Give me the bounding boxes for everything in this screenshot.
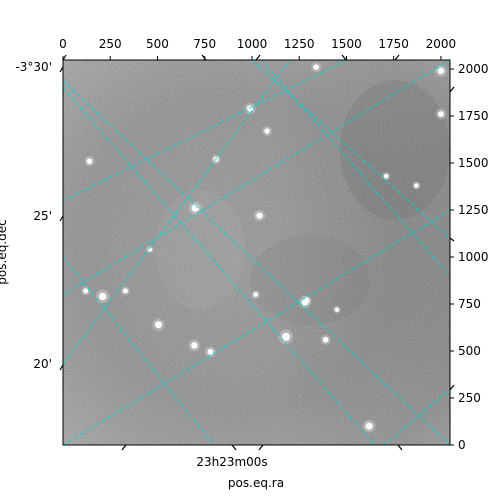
top-tick-label: 1000 xyxy=(237,37,268,51)
right-tick-label: 500 xyxy=(458,344,481,358)
star xyxy=(207,348,214,355)
star xyxy=(86,158,93,164)
top-tick-label: 1750 xyxy=(378,37,409,51)
wcs-tick xyxy=(255,54,261,61)
top-tick-label: 1250 xyxy=(284,37,315,51)
star xyxy=(414,183,419,188)
wcs-tick xyxy=(59,215,64,222)
wcs-grid-line-ra xyxy=(261,60,450,277)
image-noise xyxy=(63,60,450,445)
top-tick-label: 500 xyxy=(146,37,169,51)
star xyxy=(122,288,128,294)
wcs-grid-line-dec xyxy=(383,388,450,445)
star xyxy=(191,342,198,349)
star xyxy=(334,307,340,312)
top-tick-label: 2000 xyxy=(426,37,457,51)
dec-tick-label: 25' xyxy=(33,209,52,223)
star xyxy=(313,64,320,70)
star xyxy=(365,422,373,430)
wcs-tick xyxy=(449,384,455,391)
wcs-tick xyxy=(258,444,264,451)
wcs-tick xyxy=(449,237,455,242)
wcs-tick xyxy=(394,54,400,61)
star xyxy=(264,128,270,134)
wcs-tick xyxy=(62,54,67,61)
wcs-grid-line-dec xyxy=(63,60,347,202)
top-tick-label: 0 xyxy=(59,37,67,51)
wcs-grid-line-dec xyxy=(63,209,450,445)
top-tick-label: 1500 xyxy=(331,37,362,51)
wcs-grid-line-ra xyxy=(63,256,215,445)
star xyxy=(253,292,259,297)
wcs-tick xyxy=(449,86,455,93)
star xyxy=(322,336,329,343)
star xyxy=(383,173,389,179)
wcs-grid-line-dec xyxy=(63,79,450,445)
ra-tick-label: 23h23m00s xyxy=(196,455,267,469)
wcs-tick xyxy=(341,54,347,61)
right-tick-label: 1250 xyxy=(458,203,489,217)
wcs-tick xyxy=(59,364,64,371)
wcs-tick xyxy=(121,444,127,451)
wcs-grid-layer xyxy=(63,60,450,445)
right-tick-label: 1000 xyxy=(458,250,489,264)
star xyxy=(98,292,107,301)
wcs-grid-line-ra xyxy=(63,60,450,296)
ticks-layer: 0 250 500 750 1000 1250 1500 1750 2000 0 250 500 750… xyxy=(59,37,488,452)
top-tick-label: 250 xyxy=(99,37,122,51)
right-tick-label: 0 xyxy=(458,438,466,452)
wcs-tick xyxy=(231,444,237,451)
dec-tick-label: 20' xyxy=(33,357,52,371)
star xyxy=(154,321,162,329)
image-plot-area xyxy=(63,60,450,445)
wcs-tick xyxy=(397,444,403,451)
wcs-grid-line-ra xyxy=(63,87,376,445)
right-tick-label: 2000 xyxy=(458,62,489,76)
right-tick-label: 750 xyxy=(458,297,481,311)
x-axis-title: pos.eq.ra xyxy=(228,476,284,490)
right-tick-label: 250 xyxy=(458,391,481,405)
star xyxy=(281,332,291,342)
wcs-tick xyxy=(59,66,64,73)
star xyxy=(304,297,310,303)
wcs-grid-line-dec xyxy=(63,60,291,365)
star xyxy=(437,111,444,118)
right-tick-label: 1750 xyxy=(458,109,489,123)
star xyxy=(437,67,445,75)
wcs-grid-line-dec xyxy=(251,60,450,239)
star xyxy=(83,288,89,294)
y-axis-title: pos.eq.dec xyxy=(0,219,9,284)
top-tick-label: 750 xyxy=(193,37,216,51)
wcs-tick xyxy=(201,54,207,61)
star xyxy=(256,212,263,219)
right-tick-label: 1500 xyxy=(458,156,489,170)
dec-tick-label: -3°30' xyxy=(15,60,52,74)
